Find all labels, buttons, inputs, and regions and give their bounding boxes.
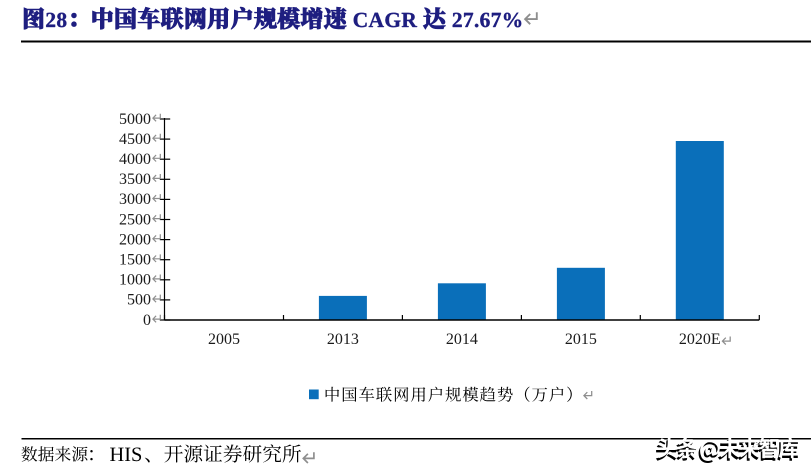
svg-text:1000: 1000 xyxy=(119,272,151,289)
svg-text:2015: 2015 xyxy=(565,331,597,348)
svg-text:3500: 3500 xyxy=(119,171,151,188)
svg-text:1500: 1500 xyxy=(119,252,151,269)
svg-text:2000: 2000 xyxy=(119,231,151,248)
svg-text:2500: 2500 xyxy=(119,211,151,228)
svg-text:4500: 4500 xyxy=(119,131,151,148)
svg-text:2020E: 2020E xyxy=(679,331,721,348)
svg-text:2013: 2013 xyxy=(327,331,359,348)
svg-text:0: 0 xyxy=(143,312,151,329)
svg-text:5000: 5000 xyxy=(119,111,151,128)
svg-text:2005: 2005 xyxy=(208,331,240,348)
svg-text:4000: 4000 xyxy=(119,151,151,168)
svg-text:500: 500 xyxy=(127,292,151,309)
svg-text:2014: 2014 xyxy=(446,331,478,348)
svg-text:3000: 3000 xyxy=(119,191,151,208)
